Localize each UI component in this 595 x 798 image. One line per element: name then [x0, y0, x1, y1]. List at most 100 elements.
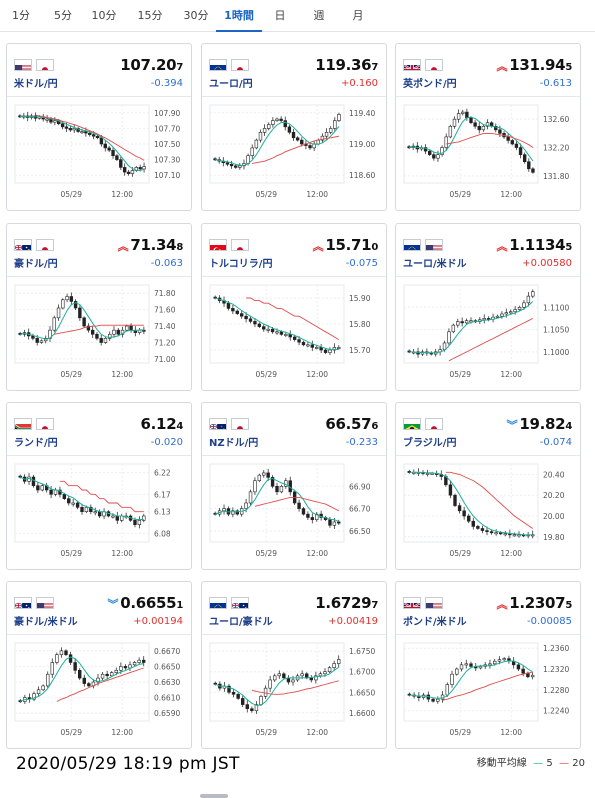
price-sub-digit: 1	[176, 600, 183, 611]
candle-body	[305, 673, 309, 679]
x-tick-label: 05/29	[255, 190, 277, 199]
candle-body	[271, 120, 275, 125]
currency-card[interactable]: 豪ドル/円 ︽ 71.348 -0.063 71.80 71.60 71.40 71.20 71…	[6, 223, 192, 391]
plot-frame	[14, 463, 150, 543]
y-tick-label: 1.6750	[349, 647, 375, 656]
eu-flag-icon	[403, 239, 421, 251]
jp-flag-icon	[425, 59, 443, 71]
candle-body	[453, 494, 457, 506]
candle-body	[56, 307, 61, 319]
currency-card[interactable]: ユーロ/米ドル ︽ 1.11345 +0.00580 1.1100 1.1050 1.100…	[395, 223, 581, 391]
y-tick-label: 66.50	[349, 527, 371, 536]
currency-card[interactable]: ブラジル/円 ︾ 19.824 -0.074 20.40 20.20 20.00 19.80 0…	[395, 402, 581, 570]
currency-card[interactable]: ユーロ/豪ドル 1.67297 +0.00419 1.6750 1.6700 1.6650…	[201, 581, 387, 749]
currency-card[interactable]: ユーロ/円 119.367 +0.160 119.40 119.00 118.60 05/2…	[201, 43, 387, 211]
y-tick-label: 6.17	[154, 490, 171, 499]
scroll-handle[interactable]	[200, 794, 228, 798]
candlestick-chart: 6.22 6.17 6.13 6.08 05/29 12:00	[7, 458, 193, 570]
tab-2[interactable]: 10分	[91, 9, 117, 22]
candle-body	[522, 302, 526, 308]
candle-body	[478, 666, 483, 669]
candle-body	[222, 508, 226, 512]
currency-card[interactable]: ポンド/米ドル ︽ 1.23075 -0.00085 1.2360 1.2320 1.228…	[395, 581, 581, 749]
tab-5[interactable]: 1時間	[216, 0, 262, 32]
candle-body	[80, 131, 84, 134]
candle-body	[115, 155, 119, 160]
candle-body	[99, 338, 103, 343]
candle-body	[138, 167, 142, 170]
trend-down-icon: ︾	[506, 419, 518, 432]
candle-body	[268, 679, 272, 689]
candle-body	[431, 698, 435, 702]
candle-body	[110, 672, 114, 677]
price-sub-digit: 7	[176, 62, 183, 73]
y-tick-label: 1.2360	[543, 644, 569, 653]
candle-body	[36, 689, 41, 694]
plot-frame	[403, 642, 539, 722]
candle-body	[337, 114, 341, 121]
candlestick-chart: 1.1100 1.1050 1.1000 05/29 12:00	[396, 279, 582, 391]
candle-body	[420, 351, 425, 355]
tab-8[interactable]: 月	[352, 9, 364, 22]
candle-body	[245, 704, 249, 709]
candle-body	[239, 313, 244, 317]
candle-body	[489, 531, 494, 534]
candle-body	[68, 654, 73, 663]
y-tick-label: 107.50	[154, 140, 180, 149]
price-change: -0.394	[150, 78, 183, 89]
candle-body	[130, 170, 135, 174]
tab-3[interactable]: 15分	[137, 9, 163, 22]
candle-body	[456, 113, 461, 120]
candle-body	[503, 533, 507, 536]
card-header: NZドル/円 66.576 -0.233	[202, 403, 386, 456]
tab-7[interactable]: 週	[313, 9, 325, 22]
price-change: -0.613	[539, 78, 572, 89]
currency-card[interactable]: ランド/円 6.124 -0.020 6.22 6.17 6.13 6.08 05/29 12:…	[6, 402, 192, 570]
y-tick-label: 15.80	[349, 320, 371, 329]
candle-body	[93, 511, 97, 514]
candle-body	[267, 124, 271, 129]
candle-body	[332, 521, 337, 526]
card-header: 英ポンド/円 ︽ 131.945 -0.613	[396, 44, 580, 97]
candle-body	[253, 321, 257, 325]
candle-body	[481, 125, 486, 131]
candle-body	[309, 677, 313, 681]
price-main: 15.71	[325, 236, 372, 254]
currency-card[interactable]: NZドル/円 66.576 -0.233 66.90 66.70 66.50 05/29 12…	[201, 402, 387, 570]
tab-4[interactable]: 30分	[183, 9, 209, 22]
candle-body	[234, 165, 238, 168]
candle-body	[91, 134, 96, 137]
candle-body	[337, 521, 341, 524]
tab-1[interactable]: 5分	[54, 9, 72, 22]
y-tick-label: 66.70	[349, 505, 371, 514]
candle-body	[324, 131, 329, 137]
x-tick-label: 12:00	[500, 190, 522, 199]
tab-6[interactable]: 日	[274, 9, 286, 22]
moving-average-legend: 移動平均線 — 5 — 20	[477, 754, 585, 769]
currency-card[interactable]: 米ドル/円 107.207 -0.394 107.90 107.70 107.50 107.…	[6, 43, 192, 211]
candle-body	[123, 666, 128, 669]
y-tick-label: 6.22	[154, 469, 171, 478]
card-header: トルコリラ/円 ︽ 15.710 -0.075	[202, 224, 386, 277]
y-tick-label: 1.1100	[543, 303, 569, 312]
candle-body	[253, 480, 257, 493]
candle-body	[86, 325, 91, 331]
price-main: 1.2307	[509, 594, 566, 612]
candle-body	[97, 511, 102, 517]
card-header: ユーロ/米ドル ︽ 1.11345 +0.00580	[396, 224, 580, 277]
y-tick-label: 132.60	[543, 115, 569, 124]
currency-card[interactable]: 英ポンド/円 ︽ 131.945 -0.613 132.60 132.20 131.80 05…	[395, 43, 581, 211]
currency-card[interactable]: 豪ドル/米ドル ︾ 0.66551 +0.00194 0.6670 0.6650 0.663…	[6, 581, 192, 749]
candle-body	[447, 331, 451, 344]
price-sub-digit: 4	[565, 421, 572, 432]
tab-0[interactable]: 1分	[12, 9, 30, 22]
candle-body	[328, 519, 332, 526]
candle-body	[263, 687, 268, 697]
candle-body	[531, 168, 535, 173]
candle-body	[300, 139, 304, 145]
currency-card[interactable]: トルコリラ/円 ︽ 15.710 -0.075 15.90 15.80 15.70 05/29…	[201, 223, 387, 391]
candle-body	[500, 313, 504, 317]
candle-body	[238, 165, 242, 168]
candle-body	[39, 340, 44, 343]
candle-body	[464, 663, 468, 666]
